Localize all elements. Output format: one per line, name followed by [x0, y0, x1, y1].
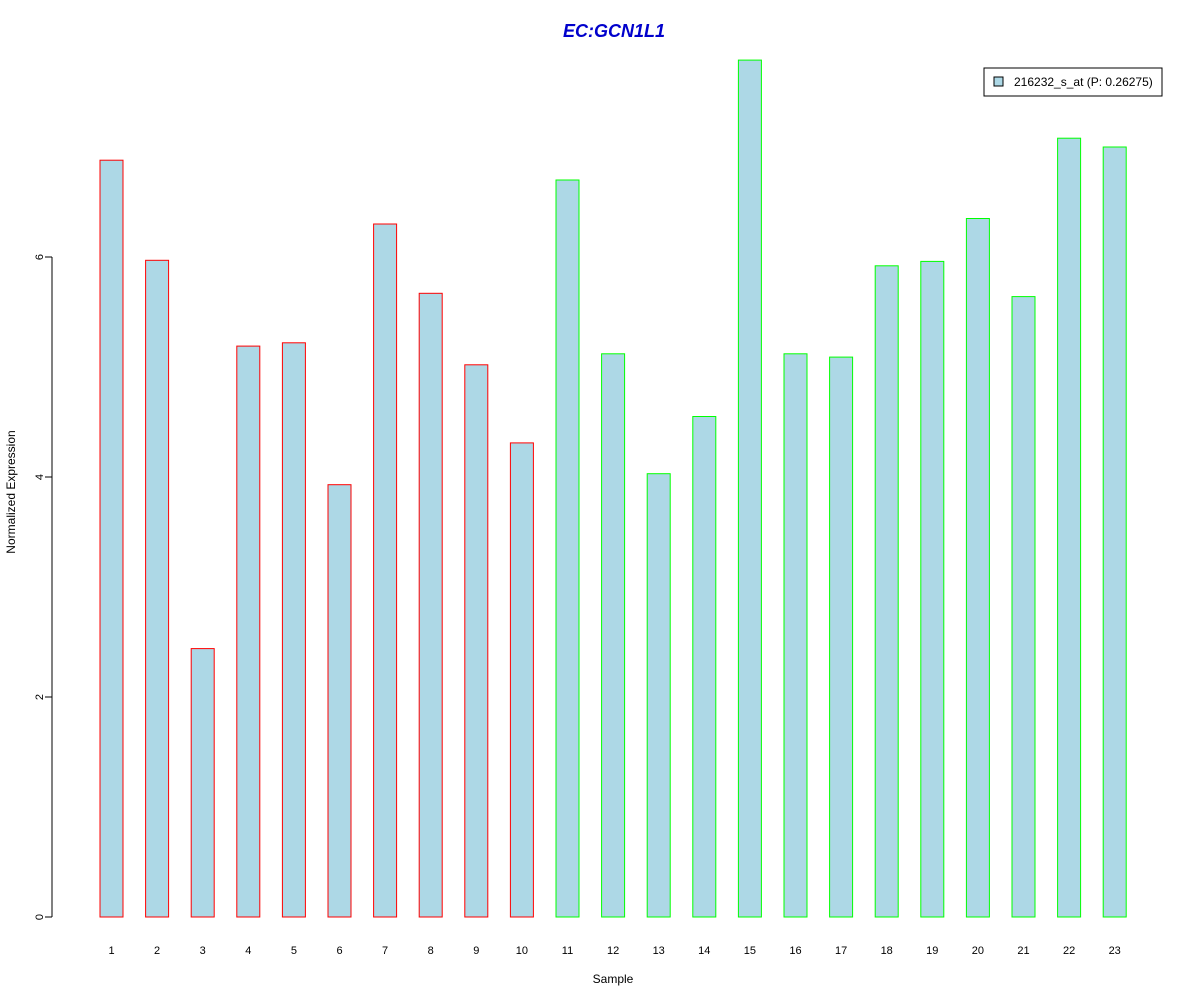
x-tick-label: 12	[607, 945, 619, 957]
x-tick-label: 1	[108, 945, 114, 957]
y-tick-label: 6	[34, 254, 46, 260]
bar-sample-10	[509, 442, 534, 918]
bar-sample-20	[965, 218, 990, 918]
bar-sample-12	[601, 353, 626, 918]
y-axis-label: Normalized Expression	[4, 430, 18, 553]
x-tick-label: 5	[291, 945, 297, 957]
legend: 216232_s_at (P: 0.26275)	[983, 67, 1163, 97]
chart-title: EC:GCN1L1	[563, 21, 665, 41]
bar-sample-4	[236, 345, 261, 918]
bar-sample-3	[190, 648, 215, 918]
x-tick-label: 22	[1063, 945, 1075, 957]
x-tick-label: 17	[835, 945, 847, 957]
x-tick-labels: 1 2 3 4 5 6 7 8 9 10 11 12 13 14 15 16 17 18 19 20 21 22 23	[108, 945, 1120, 957]
bar-sample-17	[829, 356, 854, 918]
x-tick-label: 13	[653, 945, 665, 957]
x-tick-label: 9	[473, 945, 479, 957]
x-tick-label: 20	[972, 945, 984, 957]
x-tick-label: 2	[154, 945, 160, 957]
legend-swatch	[993, 76, 1004, 87]
x-tick-label: 15	[744, 945, 756, 957]
x-tick-label: 7	[382, 945, 388, 957]
x-tick-label: 4	[245, 945, 251, 957]
bar-sample-22	[1057, 137, 1082, 918]
x-tick-label: 23	[1109, 945, 1121, 957]
bar-sample-23	[1102, 146, 1127, 918]
x-tick-label: 11	[562, 945, 573, 957]
bar-sample-18	[874, 265, 899, 918]
bar-sample-19	[920, 260, 945, 918]
x-tick-label: 6	[336, 945, 342, 957]
x-tick-label: 18	[881, 945, 893, 957]
x-tick-label: 14	[698, 945, 710, 957]
y-tick-label: 0	[34, 914, 46, 920]
x-tick-label: 16	[789, 945, 801, 957]
bar-sample-6	[327, 484, 352, 918]
y-axis: 0 2 4 6	[34, 254, 53, 920]
bar-sample-16	[783, 353, 808, 918]
legend-box	[983, 67, 1163, 97]
bar-sample-7	[373, 223, 398, 918]
bar-sample-8	[418, 292, 443, 918]
bars-group	[99, 59, 1127, 918]
bar-sample-9	[464, 364, 489, 918]
bar-sample-14	[692, 416, 717, 918]
x-tick-label: 21	[1017, 945, 1029, 957]
x-tick-label: 19	[926, 945, 938, 957]
x-tick-label: 3	[200, 945, 206, 957]
bar-sample-1	[99, 159, 124, 918]
x-axis-label: Sample	[593, 972, 634, 986]
bar-sample-13	[646, 473, 671, 918]
bar-sample-21	[1011, 296, 1036, 918]
x-tick-label: 8	[428, 945, 434, 957]
y-tick-label: 4	[34, 474, 46, 480]
bar-sample-15	[737, 59, 762, 918]
bar-sample-2	[145, 259, 170, 918]
bar-sample-5	[281, 342, 306, 918]
bar-sample-11	[555, 179, 580, 918]
y-tick-label: 2	[34, 694, 46, 700]
legend-series-label: 216232_s_at (P: 0.26275)	[1014, 75, 1153, 89]
x-tick-label: 10	[516, 945, 528, 957]
